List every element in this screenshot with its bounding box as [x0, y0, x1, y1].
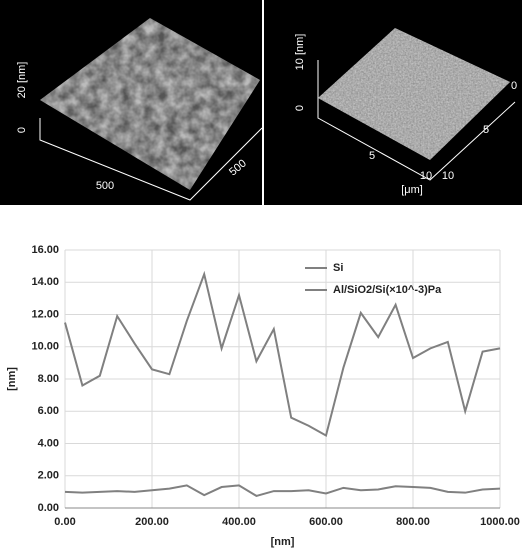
z-label: 20 [nm] [16, 62, 28, 99]
chart: 0.00 2.00 4.00 6.00 8.00 10.00 12.00 14.00 16.00… [6, 244, 520, 548]
y-tick-label: 0.00 [38, 502, 59, 514]
corner-zero: 0 [511, 80, 517, 92]
y-tick: 10 [442, 170, 454, 182]
y-tick: 5 [483, 124, 489, 136]
x-tick: 500 [96, 180, 114, 192]
y-tick-label: 14.00 [31, 276, 59, 288]
x-tick-label: 1000.00 [480, 516, 520, 528]
series-line [64, 484, 501, 497]
x-tick-label: 0.00 [54, 516, 75, 528]
y-tick-label: 6.00 [38, 405, 59, 417]
y-axis-label: [nm] [6, 367, 18, 391]
x-tick-label: 600.00 [309, 516, 343, 528]
y-tick-label: 2.00 [38, 470, 59, 482]
z-zero: 0 [16, 127, 28, 133]
legend-label: Si [333, 262, 343, 274]
x-tick-label: 400.00 [222, 516, 256, 528]
x-axis-label: [nm] [271, 536, 295, 548]
y-tick-label: 10.00 [31, 341, 59, 353]
z-label: 10 [nm] [294, 34, 306, 71]
z-zero: 0 [294, 105, 306, 111]
x-tick: 10 [420, 170, 432, 182]
y-tick-label: 16.00 [31, 244, 59, 256]
afm-right-axes [317, 60, 516, 181]
unit: [μm] [401, 184, 423, 196]
x-tick-label: 200.00 [135, 516, 169, 528]
y-tick-label: 12.00 [31, 308, 59, 320]
afm-left-texture [40, 18, 260, 190]
x-tick-label: 800.00 [396, 516, 430, 528]
y-tick-label: 4.00 [38, 437, 59, 449]
y-tick-label: 8.00 [38, 373, 59, 385]
legend-label: Al/SiO2/Si(×10^-3)Pa [333, 284, 442, 296]
afm-right-texture [318, 28, 510, 160]
x-tick: 5 [369, 150, 375, 162]
afm-left-axes [39, 118, 263, 201]
series-line [64, 270, 501, 437]
